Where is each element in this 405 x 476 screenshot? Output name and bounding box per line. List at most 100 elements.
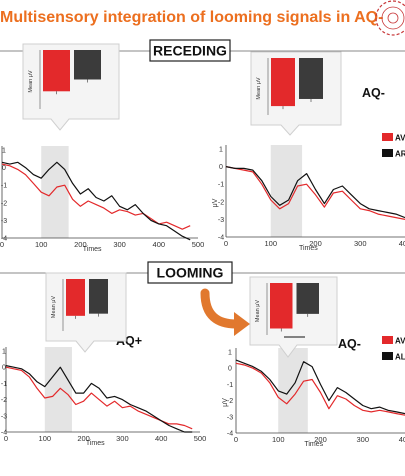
arrow-shaft (200, 288, 241, 329)
y-tick-label: -4 (1, 430, 7, 437)
group-label: AQ- (362, 86, 385, 100)
x-tick-label: 100 (39, 434, 52, 443)
x-tick-label: 200 (74, 240, 87, 249)
y-tick-label: -1 (1, 381, 7, 388)
x-tick-label: 400 (153, 240, 166, 249)
x-tick-label: 300 (116, 434, 129, 443)
x-tick-label: 300 (354, 239, 367, 248)
inset-y-label: Mean μV (51, 296, 57, 318)
y-tick-label: -2 (1, 397, 7, 404)
y-tick-label: -2 (218, 199, 224, 206)
inset-bar (296, 283, 319, 314)
y-tick-label: -1 (1, 183, 7, 190)
erp-plot-receding-aq-minus: 10-1-2-3-40100200300400TimesμVAVARAQ- (212, 86, 405, 252)
y-tick-label: 0 (228, 366, 232, 373)
y-axis-label: μV (222, 398, 229, 407)
x-axis-label: Times (304, 441, 323, 448)
mean-amplitude-inset-receding-aq-plus: Mean μV (22, 43, 120, 131)
y-tick-label: -3 (1, 218, 7, 225)
legend-swatch (382, 149, 393, 157)
y-tick-label: 1 (2, 349, 6, 356)
y-tick-label: -2 (1, 200, 7, 207)
section-label: RECEDING (153, 43, 227, 59)
legend-swatch (382, 133, 393, 141)
x-tick-label: 500 (194, 434, 207, 443)
y-tick-label: 0 (2, 365, 6, 372)
x-tick-label: 400 (399, 435, 405, 444)
x-tick-label: 0 (234, 435, 238, 444)
x-axis-label: Times (299, 245, 318, 252)
x-tick-label: 0 (4, 434, 8, 443)
x-tick-label: 0 (224, 239, 228, 248)
y-tick-label: -1 (218, 182, 224, 189)
x-tick-label: 100 (264, 239, 277, 248)
y-tick-label: -4 (218, 235, 224, 242)
x-axis-label: Times (83, 246, 102, 253)
inset-bar (271, 58, 295, 107)
legend-swatch (382, 352, 393, 360)
inset-bar (43, 50, 70, 92)
legend-swatch (382, 336, 393, 344)
y-axis-label: μV (212, 198, 219, 207)
erp-plot-looming-aq-minus: 10-1-2-3-40100200300400TimesμVAVALAQ- (222, 336, 405, 448)
analysis-window (41, 146, 69, 238)
y-tick-label: -3 (1, 413, 7, 420)
mean-amplitude-inset-looming-aq-minus: Mean μV (249, 276, 338, 358)
mean-amplitude-inset-looming-aq-plus: Mean μV (45, 272, 127, 353)
x-tick-label: 300 (356, 435, 369, 444)
inset-y-label: Mean μV (255, 300, 261, 322)
inset-callout (249, 276, 338, 358)
section-label-box (149, 39, 231, 62)
group-label: AQ- (338, 337, 361, 351)
x-tick-label: 200 (314, 435, 327, 444)
x-axis-label: Times (86, 440, 105, 447)
emphasis-arrow (200, 288, 250, 336)
inset-bar (299, 58, 323, 99)
inset-bar (66, 279, 85, 316)
y-tick-label: -3 (227, 414, 233, 421)
x-tick-label: 0 (0, 240, 4, 249)
y-tick-label: 0 (219, 164, 223, 171)
analysis-window (270, 145, 303, 237)
inset-y-label: Mean μV (28, 70, 34, 92)
arrow-head (234, 312, 250, 336)
series-line-black (5, 365, 193, 433)
legend-label: AR (395, 150, 405, 159)
y-tick-label: 1 (228, 350, 232, 357)
y-tick-label: -2 (227, 398, 233, 405)
x-tick-label: 100 (272, 435, 285, 444)
inset-y-label: Mean μV (256, 77, 262, 99)
section-label-box (147, 261, 233, 284)
analysis-window (278, 348, 308, 433)
inset-callout (45, 272, 127, 353)
x-tick-label: 200 (309, 239, 322, 248)
series-line-red (225, 166, 405, 220)
x-tick-label: 400 (155, 434, 168, 443)
series-line-black (225, 166, 405, 219)
inset-bar (89, 279, 108, 314)
inset-bar (270, 283, 293, 329)
series-line-red (235, 362, 405, 416)
legend-label: AL (395, 353, 405, 362)
inset-callout (250, 51, 342, 136)
series-line-black (235, 359, 405, 415)
y-tick-label: -4 (1, 236, 7, 243)
y-tick-label: -4 (227, 431, 233, 438)
mean-amplitude-inset-receding-aq-minus: Mean μV (250, 51, 342, 136)
x-tick-label: 500 (192, 240, 205, 249)
inset-callout (22, 43, 120, 131)
y-tick-label: -3 (218, 217, 224, 224)
series-line-black (1, 161, 191, 241)
x-tick-label: 400 (399, 239, 405, 248)
x-tick-label: 100 (35, 240, 48, 249)
legend-label: AV (395, 134, 405, 143)
page-title: Multisensory integration of looming sign… (0, 9, 384, 26)
y-tick-label: -1 (227, 382, 233, 389)
section-label: LOOMING (157, 265, 224, 281)
x-tick-label: 300 (113, 240, 126, 249)
legend-label: AV (395, 337, 405, 346)
y-tick-label: 0 (2, 165, 6, 172)
y-tick-label: 1 (219, 147, 223, 154)
